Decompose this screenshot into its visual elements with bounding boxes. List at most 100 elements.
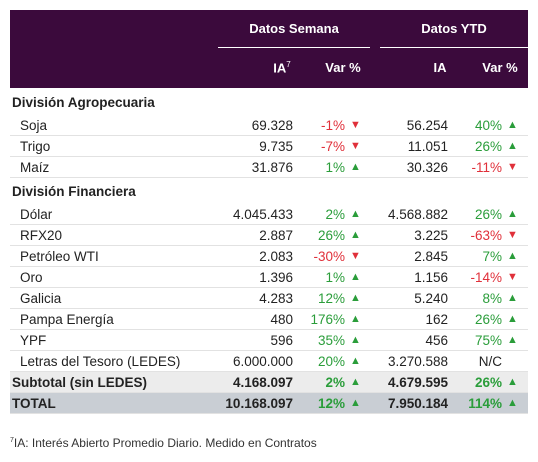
row-label: Petróleo WTI (20, 249, 99, 264)
arrow: ▲ (507, 376, 518, 388)
arrow: ▼ (507, 229, 518, 241)
variation: 26% (474, 375, 502, 390)
variation: 40% (474, 118, 502, 133)
arrow: ▲ (507, 292, 518, 304)
group-ytd: Datos YTD (421, 21, 487, 36)
arrow: ▲ (350, 292, 361, 304)
ia: 480 (270, 312, 293, 327)
row-bg (10, 330, 528, 351)
row-bg (10, 246, 528, 267)
row-bg (10, 225, 528, 246)
group-week: Datos Semana (249, 21, 339, 36)
arrow: ▼ (350, 140, 361, 152)
row-bg (10, 204, 528, 225)
ia: 6.000.000 (232, 354, 293, 369)
row-label: Letras del Tesoro (LEDES) (20, 354, 181, 369)
ia: 1.396 (259, 270, 293, 285)
variation: 35% (317, 333, 345, 348)
divider (218, 47, 370, 48)
label: IA (273, 60, 287, 76)
variation: 20% (317, 354, 345, 369)
col-var: Var % (325, 60, 361, 75)
ia-ytd: 162 (425, 312, 448, 327)
arrow: ▲ (350, 208, 361, 220)
header-bg (10, 10, 528, 88)
row-label: TOTAL (12, 396, 56, 411)
row-label: Oro (20, 270, 43, 285)
ia-ytd: 3.270.588 (387, 354, 448, 369)
ia: 9.735 (259, 139, 293, 154)
arrow: ▲ (350, 271, 361, 283)
row-label: Soja (20, 118, 48, 133)
ia-ytd: 7.950.184 (387, 396, 448, 411)
ia-ytd: 2.845 (414, 249, 448, 264)
variation: 114% (468, 396, 502, 411)
row-label: Maíz (20, 160, 50, 175)
row-label: Galicia (20, 291, 62, 306)
variation: 2% (325, 375, 345, 390)
variation: 2% (325, 207, 345, 222)
row-label: Pampa Energía (20, 312, 114, 327)
variation: 26% (474, 207, 502, 222)
ia: 10.168.097 (225, 396, 293, 411)
divider (380, 47, 528, 48)
arrow: ▼ (507, 161, 518, 173)
arrow: ▲ (350, 229, 361, 241)
arrow: ▲ (507, 250, 518, 262)
variation: -11% (471, 160, 502, 175)
variation: -14% (470, 270, 502, 285)
variation: 26% (474, 312, 502, 327)
variation: 176% (310, 312, 345, 327)
ia-ytd: 30.326 (406, 160, 448, 175)
ia: 69.328 (251, 118, 293, 133)
variation: -1% (320, 118, 345, 133)
ia: 596 (270, 333, 293, 348)
col-var-ytd: Var % (482, 60, 518, 75)
variation: N/C (478, 354, 502, 369)
row-label: Trigo (20, 139, 51, 154)
arrow: ▲ (507, 334, 518, 346)
col-ia: IA7 (262, 60, 302, 75)
row-label: RFX20 (20, 228, 63, 243)
variation: 8% (482, 291, 502, 306)
ia-ytd: 4.679.595 (387, 375, 448, 390)
row-bg (10, 351, 528, 372)
variation: 1% (325, 270, 345, 285)
row-bg (10, 372, 528, 393)
row-bg (10, 136, 528, 157)
ia: 4.045.433 (232, 207, 293, 222)
row-label: Subtotal (sin LEDES) (12, 375, 147, 390)
arrow: ▲ (350, 334, 361, 346)
arrow: ▲ (507, 313, 518, 325)
row-bg (10, 393, 528, 414)
ia-ytd: 11.051 (407, 139, 448, 154)
arrow: ▼ (350, 250, 361, 262)
footnote-text: IA: Interés Abierto Promedio Diario. Med… (13, 436, 317, 450)
arrow: ▲ (350, 397, 361, 409)
arrow: ▲ (507, 208, 518, 220)
variation: 12% (317, 291, 345, 306)
row-bg (10, 288, 528, 309)
row-bg (10, 157, 528, 178)
arrow: ▲ (507, 119, 518, 131)
variation: 1% (325, 160, 345, 175)
footnote-marker: 7 (10, 437, 14, 444)
variation: 26% (474, 139, 502, 154)
variation: -63% (470, 228, 502, 243)
row-label: YPF (20, 333, 47, 348)
ia-ytd: 4.568.882 (387, 207, 448, 222)
variation: -30% (313, 249, 345, 264)
row-bg (10, 115, 528, 136)
ia: 2.083 (259, 249, 293, 264)
ia: 4.168.097 (232, 375, 293, 390)
row-bg (10, 267, 528, 288)
arrow: ▲ (350, 313, 361, 325)
variation: 7% (482, 249, 502, 264)
section-title: División Agropecuaria (12, 95, 155, 110)
arrow: ▲ (507, 397, 518, 409)
ia: 2.887 (259, 228, 293, 243)
ia: 31.876 (251, 160, 293, 175)
ia-ytd: 1.156 (414, 270, 448, 285)
ia-ytd: 3.225 (414, 228, 448, 243)
